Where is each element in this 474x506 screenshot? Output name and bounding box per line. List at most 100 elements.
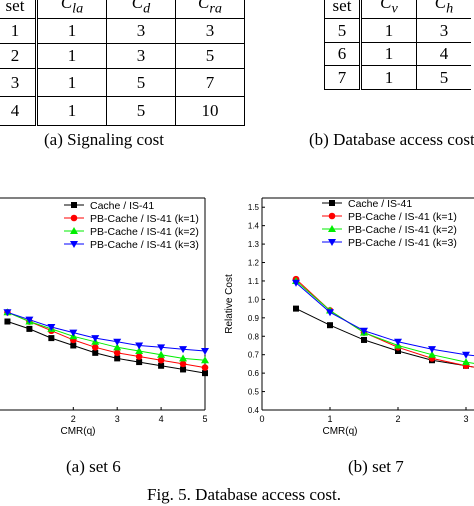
table-row: 6 1 4 bbox=[324, 42, 471, 66]
data-point bbox=[361, 336, 367, 343]
y-tick-label: 1.4 bbox=[248, 222, 260, 231]
header-set: set bbox=[0, 0, 38, 19]
data-point bbox=[201, 364, 209, 371]
y-tick-label: 0.8 bbox=[248, 332, 260, 341]
data-point bbox=[202, 370, 208, 377]
series-line bbox=[7, 321, 206, 374]
data-point bbox=[114, 355, 121, 362]
y-tick-label: 0.6 bbox=[248, 369, 260, 378]
x-tick-label: 2 bbox=[395, 414, 400, 424]
x-tick-label: 3 bbox=[115, 414, 120, 424]
x-tick-label: 2 bbox=[71, 414, 76, 424]
table-cell: 10 bbox=[175, 96, 245, 126]
table-cell: 2 bbox=[0, 43, 38, 69]
figure-caption: Fig. 5. Database access cost. bbox=[147, 485, 342, 504]
table-cell: 5 bbox=[106, 68, 176, 97]
data-point bbox=[26, 325, 33, 332]
data-point bbox=[113, 349, 121, 357]
legend-marker bbox=[71, 202, 77, 208]
y-tick-label: 0.5 bbox=[248, 388, 260, 397]
data-point bbox=[135, 353, 143, 360]
table-row: 3 1 5 7 bbox=[0, 68, 245, 97]
legend-marker bbox=[70, 227, 78, 234]
data-point bbox=[462, 358, 470, 366]
legend-marker bbox=[70, 214, 78, 222]
data-point bbox=[70, 342, 77, 349]
data-point bbox=[136, 359, 143, 366]
series-line bbox=[295, 278, 474, 368]
data-point bbox=[4, 318, 11, 325]
series-line bbox=[295, 308, 474, 368]
table-cell: 3 bbox=[106, 18, 176, 44]
legend-label: PB-Cache / IS-41 (k=1) bbox=[90, 213, 199, 225]
legend-marker bbox=[329, 200, 335, 206]
chart-b-caption: (b) set 7 bbox=[348, 457, 404, 476]
data-point bbox=[3, 309, 12, 317]
data-point bbox=[292, 279, 300, 287]
data-point bbox=[47, 324, 56, 332]
database-access-cost-table: set Cv Ch 5 1 3 6 1 4 7 1 5 bbox=[324, 0, 471, 90]
data-point bbox=[293, 305, 299, 312]
data-point bbox=[25, 316, 34, 324]
chart-a-caption: (a) set 6 bbox=[66, 457, 121, 476]
y-tick-label: 1.1 bbox=[248, 277, 260, 286]
y-axis-label: Relative Cost bbox=[224, 274, 235, 334]
data-point bbox=[360, 327, 368, 335]
data-point bbox=[180, 366, 187, 373]
table-cell: 1 bbox=[360, 18, 417, 43]
y-tick-label: 1.0 bbox=[248, 295, 260, 304]
data-point bbox=[113, 338, 122, 346]
data-point bbox=[428, 350, 436, 358]
data-point bbox=[91, 344, 99, 351]
data-point bbox=[69, 329, 78, 337]
data-point bbox=[428, 346, 436, 354]
table-cell: 3 bbox=[106, 43, 176, 69]
table-cell: 5 bbox=[416, 65, 471, 90]
legend-label: PB-Cache / IS-41 (k=2) bbox=[90, 226, 199, 238]
legend-label: PB-Cache / IS-41 (k=2) bbox=[348, 224, 457, 236]
series-line bbox=[7, 311, 206, 361]
data-point bbox=[326, 309, 334, 317]
table-cell: 7 bbox=[175, 68, 245, 97]
data-point bbox=[157, 356, 165, 364]
table-cell: 1 bbox=[36, 96, 107, 126]
x-tick-label: 5 bbox=[202, 414, 207, 424]
y-tick-label: 1.3 bbox=[248, 240, 260, 249]
table-row: 7 1 5 bbox=[324, 65, 471, 90]
legend-marker bbox=[328, 225, 336, 232]
table-cell: 1 bbox=[360, 65, 417, 90]
data-point bbox=[135, 347, 144, 355]
legend-marker bbox=[328, 212, 336, 220]
legend-marker bbox=[328, 239, 336, 246]
table-cell: 4 bbox=[0, 96, 38, 126]
data-point bbox=[158, 362, 165, 369]
table-cell: 5 bbox=[106, 96, 176, 126]
data-point bbox=[92, 349, 99, 356]
data-point bbox=[462, 351, 470, 359]
series-line bbox=[7, 311, 206, 369]
x-tick-label: 3 bbox=[463, 414, 468, 424]
legend-marker bbox=[70, 241, 78, 248]
data-point bbox=[201, 356, 209, 364]
data-point bbox=[48, 335, 55, 342]
x-tick-label: 0 bbox=[259, 414, 264, 424]
table-cell: 1 bbox=[360, 42, 417, 66]
series-line bbox=[295, 282, 474, 357]
y-tick-label: 1.5 bbox=[248, 203, 260, 212]
x-axis-label: CMR(q) bbox=[61, 426, 96, 437]
legend-label: PB-Cache / IS-41 (k=1) bbox=[348, 211, 457, 223]
data-point bbox=[179, 354, 188, 362]
table-cell: 3 bbox=[0, 68, 38, 97]
table-cell: 7 bbox=[324, 65, 362, 90]
table-cell: 1 bbox=[36, 68, 107, 97]
table-a-caption: (a) Signaling cost bbox=[44, 130, 164, 149]
data-point bbox=[327, 322, 333, 329]
legend-label: Cache / IS-41 bbox=[90, 200, 154, 212]
legend-label: Cache / IS-41 bbox=[348, 198, 412, 210]
data-point bbox=[91, 335, 100, 343]
y-tick-label: 1.2 bbox=[248, 259, 260, 268]
signaling-cost-table: set Cla Cd Cra 1 1 3 3 2 1 3 5 3 1 5 7 4… bbox=[0, 0, 245, 126]
y-tick-label: 0.9 bbox=[248, 314, 260, 323]
data-point bbox=[394, 338, 402, 346]
